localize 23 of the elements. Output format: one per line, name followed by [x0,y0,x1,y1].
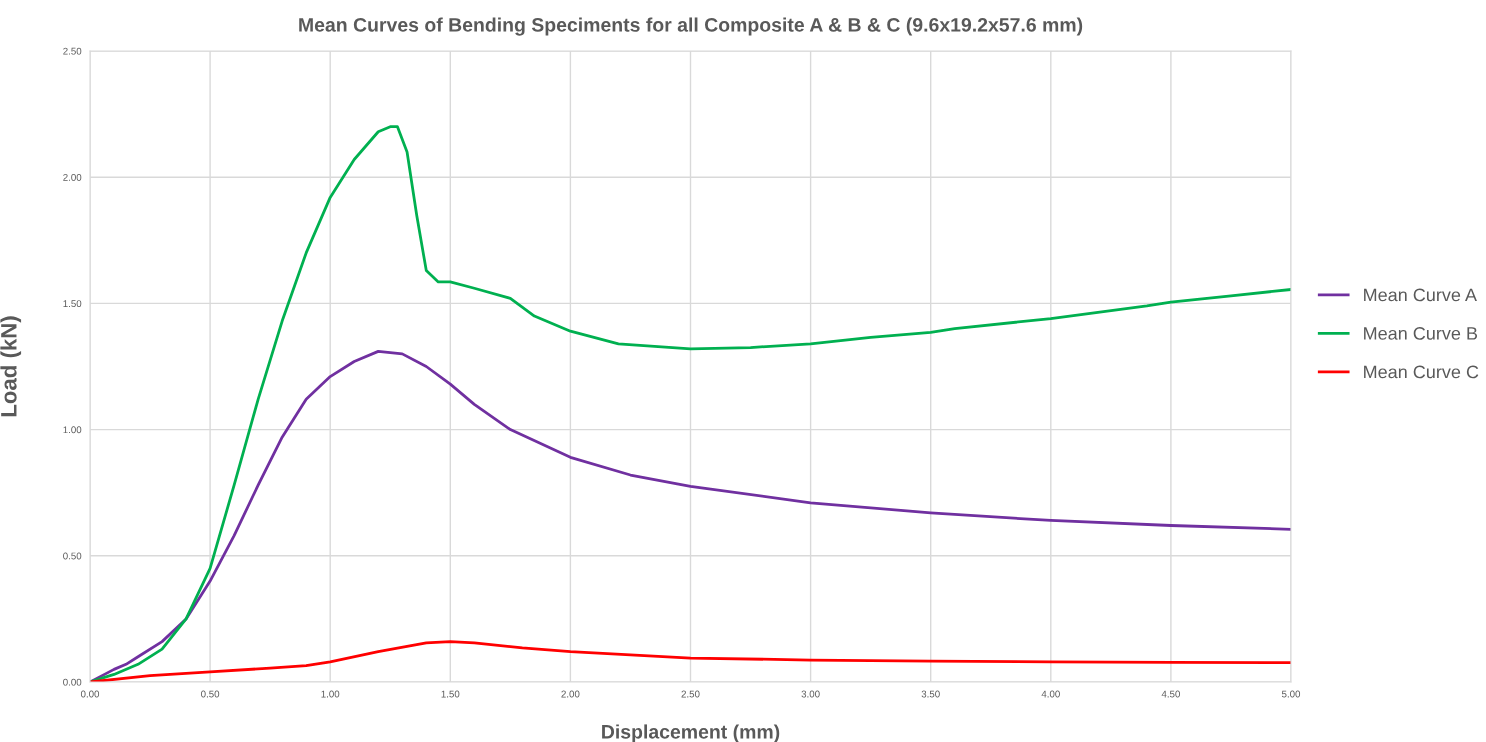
y-tick-label: 0.00 [63,678,82,686]
legend-label: Mean Curve B [1364,327,1478,340]
legend-label: Mean Curve A [1364,288,1477,302]
y-axis-title: Load (kN) [0,316,22,417]
y-tick-label: 2.50 [63,47,82,55]
y-tick-label: 1.50 [63,300,82,308]
y-tick-label: 2.00 [63,173,82,181]
x-tick-label: 1.50 [441,690,460,698]
x-tick-label: 2.00 [561,690,580,698]
y-tick-label: 1.00 [63,426,82,434]
legend-label: Mean Curve C [1364,365,1479,379]
x-axis-title: Displacement (mm) [602,724,780,742]
x-tick-label: 4.50 [1161,690,1180,698]
x-tick-label: 0.00 [80,690,100,698]
x-tick-label: 2.50 [681,690,700,698]
x-tick-label: 5.00 [1281,690,1301,698]
x-tick-label: 0.50 [201,690,220,698]
x-tick-label: 3.50 [921,690,940,698]
y-tick-label: 0.50 [63,552,82,560]
x-tick-label: 4.00 [1041,690,1060,698]
chart-title: Mean Curves of Bending Speciments for all Composite A & B & C (9.6x19.2x57.6 mm) [299,17,1083,36]
x-tick-label: 1.00 [321,690,340,698]
x-tick-label: 3.00 [801,690,820,698]
